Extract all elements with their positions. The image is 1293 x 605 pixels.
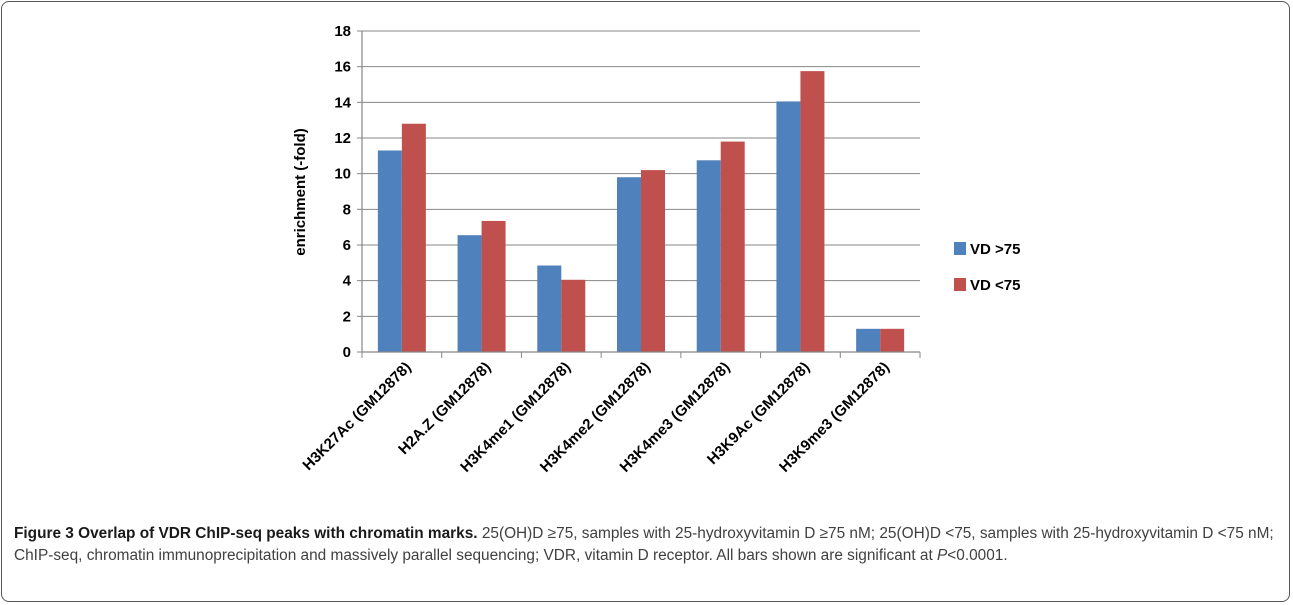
bar-vd-75-3 [561,279,586,352]
axes [357,30,921,358]
y-tick-label: 12 [334,130,351,147]
y-tick-labels: 0 2 4 6 8 10 12 14 16 18 [334,23,351,361]
bar-vd-75-4 [641,170,665,352]
legend-swatch [954,278,966,291]
y-axis-label: enrichment (-fold) [292,128,309,256]
bar-vd-75-7 [856,328,881,352]
y-tick-label: 14 [334,94,351,111]
legend-label: VD >75 [970,241,1020,258]
y-tick-label: 8 [343,201,351,218]
y-tick-label: 0 [343,344,351,361]
figure-caption: Figure 3 Overlap of VDR ChIP-seq peaks w… [14,523,1280,566]
caption-title: Figure 3 Overlap of VDR ChIP-seq peaks w… [14,525,478,542]
bar-vd-75-4 [617,177,641,352]
bar-vd-75-1 [377,150,402,352]
bar-vd-75-7 [880,328,905,352]
bar-chart: 0 2 4 6 8 10 12 14 16 18 H3K27Ac (GM12878)H2A.Z (… [292,23,1020,476]
x-tick-labels: H3K27Ac (GM12878)H2A.Z (GM12878)H3K4me1 … [299,359,892,476]
y-tick-label: 18 [334,23,351,40]
y-tick-label: 16 [334,59,351,76]
bar-vd-75-2 [457,235,482,352]
caption-body: 25(OH)D ≥75, samples with 25-hydroxyvita… [14,525,1274,564]
bar-vd-75-5 [720,141,745,352]
y-tick-label: 4 [343,273,352,290]
bar-vd-75-6 [776,101,801,352]
bar-vd-75-2 [481,220,506,352]
legend: VD >75 VD <75 [954,241,1020,294]
caption-p-value: <0.0001. [947,546,1008,564]
bar-vd-75-6 [800,71,825,352]
gridlines [362,30,920,317]
bar-vd-75-3 [537,265,562,352]
bars [377,71,905,352]
caption-p-symbol: P [937,546,948,564]
x-tick-label: H3K27Ac (GM12878) [299,359,414,474]
y-tick-label: 10 [334,166,351,183]
y-tick-label: 6 [343,237,351,254]
legend-label: VD <75 [970,277,1020,294]
bar-vd-75-5 [696,160,721,352]
bar-vd-75-1 [401,123,426,352]
y-tick-label: 2 [343,308,351,325]
legend-swatch [954,242,966,255]
